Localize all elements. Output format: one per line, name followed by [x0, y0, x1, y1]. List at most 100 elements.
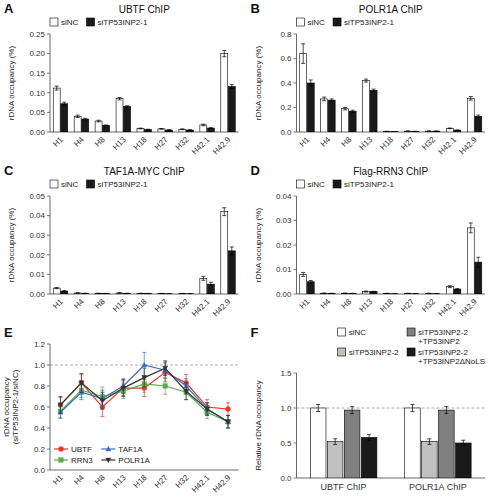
bar [328, 100, 335, 132]
text-line: siTP53INP2-1 [344, 18, 394, 27]
legend-label: TAF1A [118, 445, 143, 454]
text-line: siTP53INP2-1 [98, 18, 148, 27]
marker [142, 376, 147, 381]
tick-label: 0.02 [276, 241, 292, 250]
category-label: H18 [132, 135, 149, 152]
tick-mark [294, 34, 297, 35]
category-label: H32 [174, 473, 191, 490]
error-bar [97, 120, 101, 122]
legend-label: siTP53INP2-2+TP53INP2ΔNoLS [418, 348, 485, 366]
category-label: H13 [111, 473, 128, 490]
tick-label: 0.8 [34, 382, 46, 391]
legend: siNCsiTP53INP2-1 [297, 180, 395, 189]
bar [53, 288, 60, 294]
text-line: TAF1A [118, 445, 143, 454]
marker [121, 386, 126, 391]
bar [454, 289, 461, 294]
error-bar [330, 293, 334, 294]
error-bar [159, 128, 163, 130]
bar [137, 293, 144, 294]
bar [422, 442, 438, 478]
error-bar [372, 291, 376, 292]
legend-swatch [338, 348, 346, 356]
category-label: H42.1 [190, 297, 212, 319]
marker [226, 419, 231, 424]
panel: CTAF1A-MYC ChIPsiNCsiTP53INP2-10.000.010… [4, 163, 239, 319]
legend-label: UBTF [71, 445, 92, 454]
tick-label: 0.05 [29, 192, 45, 201]
tick-mark [294, 196, 297, 197]
tick-label: 0.6 [34, 403, 46, 412]
text-line: siNC [308, 180, 326, 189]
text-line: siNC [61, 180, 79, 189]
category-label: H42.9 [457, 297, 479, 319]
tick-mark [294, 220, 297, 221]
bar [363, 292, 370, 294]
panel-letter: A [4, 1, 14, 16]
error-bar [385, 131, 389, 132]
category-label: H42.1 [190, 473, 212, 495]
category-label: H18 [378, 297, 395, 314]
axis-label: Relative rDNA occupancy [254, 380, 263, 471]
title: UBTF ChIP [119, 4, 170, 15]
error-bar [343, 293, 347, 294]
error-bar [448, 286, 452, 288]
tick-label: 1.0 [280, 404, 292, 413]
category-label: H42.9 [211, 297, 233, 319]
bar [344, 410, 360, 478]
text-line: siTP53INP2-2 [418, 348, 468, 357]
legend-label: siTP53INP2-1 [98, 18, 148, 27]
error-bar [322, 293, 326, 294]
error-bar [125, 106, 129, 108]
error-bar [413, 131, 417, 132]
tick-mark [294, 269, 297, 270]
error-bar [444, 407, 448, 414]
tick-mark [47, 428, 50, 429]
error-bar [372, 89, 376, 91]
error-bar [83, 293, 87, 294]
bar [221, 54, 228, 132]
error-bar [201, 124, 205, 126]
error-bar [188, 129, 192, 131]
error-bar [180, 128, 184, 130]
error-bar [301, 272, 305, 276]
error-bar [205, 400, 209, 415]
text-line: UBTF [71, 445, 92, 454]
error-bar [104, 293, 108, 294]
bar [207, 128, 214, 132]
error-bar [180, 293, 184, 294]
legend-label: siTP53INP2-2 [349, 348, 399, 357]
tick-mark [47, 344, 50, 345]
bar [456, 443, 472, 478]
category-label: H13 [111, 135, 128, 152]
tick-label: 0.15 [29, 69, 45, 78]
error-bar [222, 50, 226, 56]
axis-line [50, 344, 51, 470]
bar [221, 212, 228, 294]
legend-label: siTP53INP2-1 [344, 18, 394, 27]
tick-mark [47, 449, 50, 450]
error-bar [406, 293, 410, 294]
bar [82, 293, 89, 294]
error-bar [330, 99, 334, 101]
bar [179, 293, 186, 294]
error-bar [62, 102, 66, 105]
marker [58, 403, 63, 408]
tick-mark [294, 132, 297, 133]
tick-mark [47, 254, 50, 255]
tick-mark [47, 34, 50, 35]
bar [391, 293, 398, 294]
category-label: UBTF ChIP [321, 482, 367, 492]
text-line: POLR1A [118, 456, 150, 465]
bar [186, 293, 193, 294]
error-bar [427, 131, 431, 132]
tick-mark [47, 386, 50, 387]
bar [307, 83, 314, 132]
tick-label: 0.04 [276, 192, 292, 201]
bar [124, 107, 131, 132]
tick-mark [47, 407, 50, 408]
bar [103, 125, 110, 132]
tick-label: 0.6 [280, 54, 292, 63]
legend-marker [59, 447, 64, 452]
tick-mark [47, 365, 50, 366]
